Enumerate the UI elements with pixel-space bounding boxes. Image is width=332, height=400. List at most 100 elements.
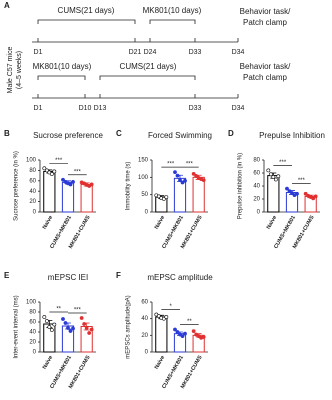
data-point [82,322,87,326]
sig-label: *** [167,162,175,168]
data-point [49,328,54,332]
data-point [287,189,292,194]
y-tick-label: 100 [26,158,37,164]
data-point [61,177,65,182]
y-axis-label: Sucrose preference (in %) [14,151,20,221]
data-point [175,173,180,178]
end-label: Patch clamp [243,18,288,27]
day-label: D10 [79,105,92,112]
data-point [68,329,73,333]
y-tick-label: 100 [138,175,149,181]
sig-label: ** [187,319,192,325]
day-label: D33 [189,105,202,112]
day-label: D21 [129,49,142,56]
phase-label: MK801(10 days) [33,62,92,71]
data-point [295,191,299,196]
phase-label: CUMS(21 days) [58,6,115,15]
data-point [268,172,273,177]
data-point [66,326,70,330]
data-point [42,315,47,319]
y-tick-label: 80 [29,168,36,174]
sig-label: *** [55,158,63,164]
phase-label: MK801(10 days) [143,6,202,15]
y-tick-label: 20 [29,340,36,346]
data-point [79,316,84,320]
y-tick-label: 60 [253,171,260,177]
data-point [191,329,196,334]
y-tick-label: 20 [141,333,148,339]
timeline [32,75,239,99]
data-point [42,166,47,171]
x-tick-label: Naive [154,215,167,231]
data-point [173,170,177,175]
day-label: D13 [94,105,107,112]
data-point [173,327,177,332]
y-tick-label: 100 [26,300,37,306]
bar [192,176,205,213]
data-point [44,168,49,173]
data-point [71,179,75,184]
x-tick-label: Naive [266,215,279,231]
panel-label: C [116,129,122,138]
day-label: D33 [189,49,202,56]
end-label: Behavior task/ [240,7,291,16]
chart-title: Forced Swimming [148,131,212,140]
data-point [89,327,94,332]
day-label: D1 [34,105,43,112]
end-label: Behavior task/ [240,62,291,71]
bar [267,175,280,213]
sig-label: *** [74,308,82,314]
data-point [285,186,289,191]
chart-title: mEPSC amplitude [147,273,213,282]
chart-title: Prepulse Inhibition [259,131,325,140]
data-point [266,168,271,173]
sig-label: * [169,304,172,310]
data-point [49,172,54,176]
data-point [175,330,180,334]
data-point [201,178,206,183]
subject: (4–5 weeks) [16,51,23,89]
y-tick-label: 50 [141,192,148,198]
chart-title: mEPSC IEI [48,273,88,282]
y-tick-label: 60 [141,300,148,306]
data-point [180,180,185,185]
data-point [52,169,57,174]
bar [80,183,93,213]
y-tick-label: 20 [29,199,36,205]
y-axis-label: mEPSCs amplitude(pA) [126,295,132,358]
data-point [71,326,75,331]
data-point [47,325,52,329]
y-axis-label: Prepulse inhibition (in %) [238,153,244,219]
data-point [271,174,276,179]
data-point [183,178,187,183]
y-tick-label: 0 [33,210,37,216]
day-label: D1 [34,49,43,56]
panel-label: F [116,271,121,280]
data-point [87,331,92,335]
y-tick-label: 0 [33,350,37,356]
phase-label: CUMS(21 days) [120,62,177,71]
sig-label: *** [186,162,194,168]
data-point [180,334,185,339]
panel-label: B [4,129,10,138]
end-label: Patch clamp [243,73,288,82]
panel-label: E [4,271,10,280]
x-tick-label: Naive [42,355,55,371]
sig-label: *** [74,169,82,175]
data-point [183,331,187,336]
sig-label: *** [298,178,306,184]
y-tick-label: 40 [29,189,36,195]
y-tick-label: 40 [253,184,260,190]
day-label: D24 [144,49,157,56]
subject: Male C57 mice [7,47,14,94]
x-tick-label: Naive [42,215,55,231]
y-tick-label: 60 [29,320,36,326]
day-label: D34 [232,105,245,112]
data-point [164,315,169,319]
y-tick-label: 20 [253,197,260,203]
data-point [201,335,206,339]
y-tick-label: 80 [29,310,36,316]
data-point [273,177,278,182]
panel-label: A [4,1,10,10]
